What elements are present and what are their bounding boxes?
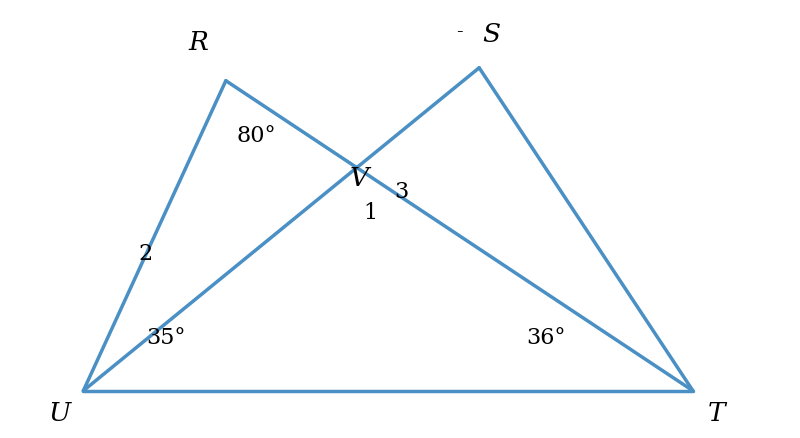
Text: 80°: 80° — [236, 124, 276, 146]
Text: 3: 3 — [394, 180, 409, 202]
Text: 36°: 36° — [526, 326, 566, 348]
Text: 1: 1 — [363, 201, 377, 223]
Text: 2: 2 — [138, 242, 152, 265]
Text: V: V — [350, 166, 368, 191]
Text: S: S — [482, 22, 500, 47]
Text: -: - — [456, 23, 462, 41]
Text: R: R — [188, 30, 208, 55]
Text: T: T — [708, 400, 726, 425]
Text: U: U — [49, 400, 70, 425]
Text: 35°: 35° — [146, 326, 186, 348]
